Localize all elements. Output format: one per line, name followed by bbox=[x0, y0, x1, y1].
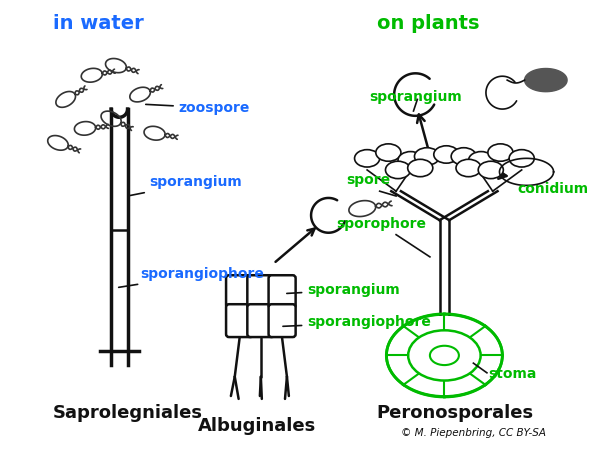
Ellipse shape bbox=[398, 152, 423, 169]
Text: on plants: on plants bbox=[377, 14, 479, 33]
Ellipse shape bbox=[488, 144, 513, 161]
FancyBboxPatch shape bbox=[247, 275, 274, 308]
Ellipse shape bbox=[376, 144, 401, 161]
Ellipse shape bbox=[509, 150, 534, 167]
FancyBboxPatch shape bbox=[247, 304, 274, 337]
Text: zoospore: zoospore bbox=[146, 101, 250, 115]
FancyBboxPatch shape bbox=[269, 275, 296, 308]
Text: Peronosporales: Peronosporales bbox=[377, 404, 534, 422]
Ellipse shape bbox=[434, 146, 459, 163]
Text: sporangiophore: sporangiophore bbox=[283, 315, 431, 329]
FancyBboxPatch shape bbox=[226, 304, 253, 337]
Ellipse shape bbox=[355, 150, 380, 167]
Ellipse shape bbox=[451, 148, 476, 165]
Ellipse shape bbox=[385, 161, 410, 179]
Ellipse shape bbox=[386, 315, 502, 396]
Ellipse shape bbox=[478, 161, 503, 179]
Text: sporangium: sporangium bbox=[130, 176, 242, 195]
Text: sporangiophore: sporangiophore bbox=[119, 267, 264, 288]
Ellipse shape bbox=[430, 346, 459, 365]
Text: Saprolegniales: Saprolegniales bbox=[53, 404, 203, 422]
Text: sporangium: sporangium bbox=[287, 283, 400, 297]
Text: sporophore: sporophore bbox=[336, 217, 426, 231]
Text: conidium: conidium bbox=[518, 182, 589, 196]
Ellipse shape bbox=[456, 159, 481, 177]
Text: sporangium: sporangium bbox=[369, 90, 462, 104]
Text: spore: spore bbox=[346, 173, 390, 187]
Ellipse shape bbox=[408, 330, 481, 381]
FancyBboxPatch shape bbox=[226, 275, 253, 308]
Polygon shape bbox=[524, 68, 567, 92]
Text: © M. Piepenbring, CC BY-SA: © M. Piepenbring, CC BY-SA bbox=[401, 428, 546, 437]
FancyBboxPatch shape bbox=[269, 304, 296, 337]
Text: Albuginales: Albuginales bbox=[198, 417, 316, 435]
Ellipse shape bbox=[407, 159, 433, 177]
Text: in water: in water bbox=[53, 14, 144, 33]
Ellipse shape bbox=[415, 148, 440, 165]
Text: stoma: stoma bbox=[488, 367, 536, 381]
Ellipse shape bbox=[469, 152, 494, 169]
